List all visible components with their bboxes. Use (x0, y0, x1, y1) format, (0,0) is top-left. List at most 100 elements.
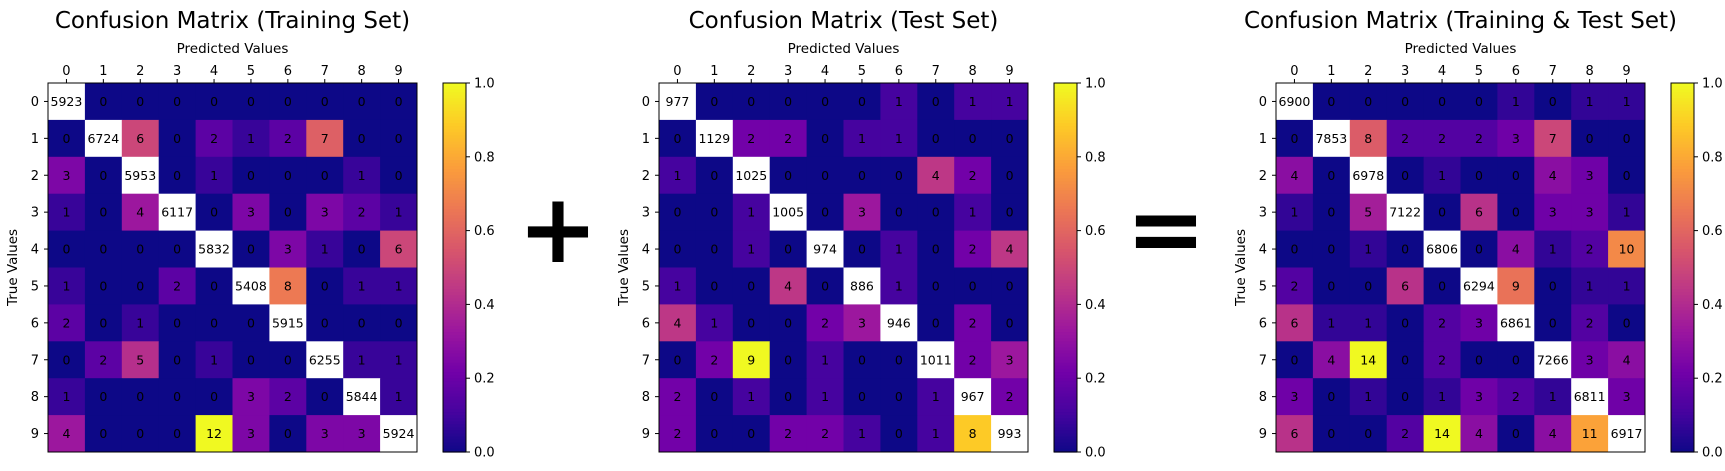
heatmap-cell (84, 267, 123, 305)
cell-value-label: 0 (1623, 315, 1631, 330)
x-axis-label: Predicted Values (177, 41, 289, 57)
heatmap-cell (880, 341, 918, 379)
heatmap-cell (1571, 341, 1609, 379)
colorbar-segment (1671, 412, 1694, 416)
heatmap-cell (1423, 156, 1461, 195)
heatmap-cell (769, 193, 807, 231)
colorbar-segment (443, 242, 466, 247)
cell-value-label: 3 (247, 205, 255, 220)
heatmap-cell (306, 83, 344, 121)
colorbar-segment (1671, 156, 1694, 161)
cell-value-label: 6811 (1574, 389, 1606, 404)
colorbar-segment (1054, 187, 1077, 192)
heatmap-cell (1349, 193, 1388, 231)
colorbar-segment (443, 372, 466, 376)
colorbar-segment (1054, 393, 1077, 398)
cell-value-label: 1 (1623, 278, 1631, 293)
heatmap-cell (306, 156, 344, 195)
cell-value-label: 0 (395, 168, 403, 183)
colorbar: 0.0 0.2 0.4 0.6 0.8 1.0 (1053, 77, 1106, 461)
cell-value-label: 8 (1364, 131, 1372, 146)
colorbar-segment (443, 338, 466, 342)
cell-value-label: 0 (1006, 205, 1014, 220)
matrix-frame (1275, 82, 1646, 453)
colorbar-segment (443, 153, 466, 158)
heatmap-cell (1312, 304, 1351, 342)
colorbar-segment (1054, 175, 1077, 179)
heatmap-cell (1276, 304, 1314, 342)
colorbar-segment (1054, 209, 1077, 213)
heatmap-cell (1349, 156, 1388, 195)
cell-value-label: 0 (1438, 205, 1446, 220)
colorbar-segment (1671, 384, 1694, 389)
colorbar-segment (1671, 310, 1694, 315)
heatmap-cell (659, 193, 697, 231)
colorbar-segment (1054, 295, 1077, 299)
heatmap-cell (343, 83, 381, 121)
heatmap-cell (84, 83, 123, 121)
cell-value-label: 0 (1290, 352, 1298, 367)
cell-value-label: 5844 (346, 389, 378, 404)
colorbar-segment (1054, 372, 1077, 376)
heatmap-cell (1386, 341, 1424, 379)
heatmap-cell (1386, 156, 1424, 195)
cell-value-label: 0 (1549, 94, 1557, 109)
heatmap-cell (732, 83, 771, 121)
x-tick-label: 9 (394, 64, 402, 79)
cell-value-label: 4 (1549, 168, 1557, 183)
cell-value-label: 2 (784, 426, 792, 441)
colorbar-segment (1054, 390, 1077, 395)
heatmap-cell (843, 119, 881, 158)
cell-value-label: 0 (673, 242, 681, 257)
cell-value-label: 2 (969, 352, 977, 367)
colorbar-segment (1671, 295, 1694, 299)
cell-value-label: 0 (247, 315, 255, 330)
colorbar-segment (443, 230, 466, 235)
heatmap-cell (843, 341, 881, 379)
cell-value-label: 2 (1438, 315, 1446, 330)
colorbar-segment (1054, 113, 1077, 118)
cell-value-label: 0 (1006, 315, 1014, 330)
cell-value-label: 1 (62, 389, 70, 404)
cell-value-label: 6724 (87, 131, 119, 146)
heatmap-cell (343, 341, 381, 379)
colorbar-tick-label: 0.8 (1702, 150, 1723, 165)
heatmap-cell (917, 267, 955, 305)
heatmap-cell (806, 304, 844, 342)
cell-value-label: 0 (821, 205, 829, 220)
cell-value-label: 977 (666, 94, 690, 109)
cell-value-label: 5923 (51, 94, 83, 109)
heatmap-cell (1276, 415, 1314, 453)
cell-value-label: 0 (932, 315, 940, 330)
colorbar-segment (1054, 116, 1077, 121)
colorbar-segment (443, 329, 466, 333)
cell-value-label: 2 (1401, 426, 1409, 441)
colorbar-segment (1671, 405, 1694, 410)
heatmap-cell (380, 267, 418, 305)
colorbar-segment (1671, 436, 1694, 441)
heatmap-cell (991, 267, 1029, 305)
cell-value-label: 974 (813, 242, 837, 257)
cell-value-label: 1 (210, 168, 218, 183)
colorbar-segment (443, 261, 466, 266)
y-tick-label: 6 (31, 316, 39, 331)
heatmap-cell (659, 304, 697, 342)
heatmap-cell (1276, 119, 1314, 158)
colorbar-segment (1671, 181, 1694, 186)
heatmap-cell (269, 415, 307, 453)
colorbar-segment (1671, 359, 1694, 364)
colorbar-segment (443, 141, 466, 146)
colorbar-segment (443, 86, 466, 90)
heatmap-cell (1276, 83, 1314, 121)
colorbar-segment (1671, 113, 1694, 118)
heatmap-cell (954, 267, 992, 305)
colorbar-segment (1054, 206, 1077, 210)
cell-value-label: 0 (173, 242, 181, 257)
colorbar: 0.0 0.2 0.4 0.6 0.8 1.0 (1670, 77, 1723, 461)
confusion-matrix-panel: 977 0 0 0 0 0 1 0 1 10 1129 2 2 0 1 1 0 0 01 0 1025 0 0 0 0 4 2 00 0… (616, 8, 1106, 461)
colorbar-segment (1054, 141, 1077, 146)
cell-value-label: 0 (321, 278, 329, 293)
heatmap-cell (158, 119, 196, 158)
colorbar-segment (1054, 396, 1077, 401)
colorbar-segment (443, 350, 466, 355)
